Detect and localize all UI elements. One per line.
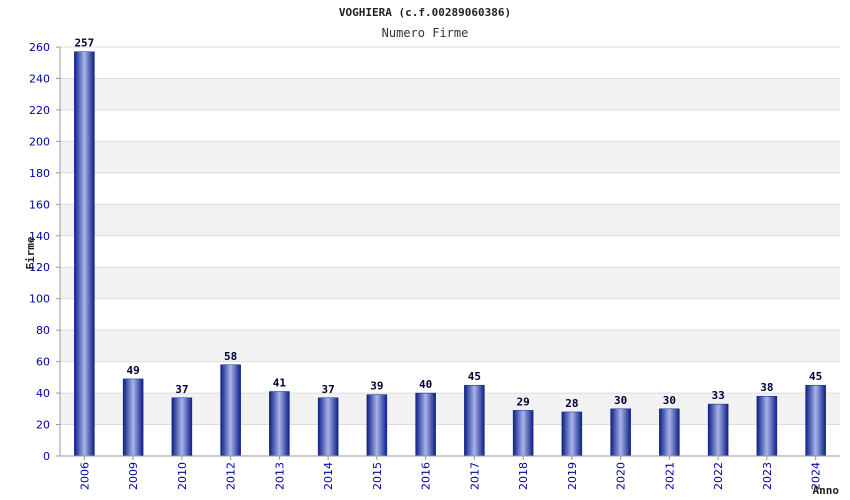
value-label-2023: 38: [760, 381, 773, 394]
value-label-2015: 39: [370, 380, 383, 393]
gridlines: [60, 46, 840, 457]
value-label-2014: 37: [322, 383, 335, 396]
y-tick-label: 80: [36, 324, 50, 337]
y-tick-label: 60: [36, 356, 50, 369]
y-tick-label: 200: [29, 135, 50, 148]
x-tick-label-2016: 2016: [420, 462, 433, 490]
value-label-2012: 58: [224, 350, 237, 363]
y-tick-label: 40: [36, 387, 50, 400]
value-label-2013: 41: [273, 377, 287, 390]
bar-2009: [122, 378, 144, 457]
grid-band: [60, 141, 840, 173]
x-tick-label-2023: 2023: [761, 462, 774, 490]
x-tick-label-2015: 2015: [371, 462, 384, 490]
bar-2014: [317, 397, 339, 457]
x-tick-label-2012: 2012: [225, 462, 238, 490]
x-tick-label-2017: 2017: [468, 462, 481, 490]
y-tick-label: 0: [43, 450, 50, 463]
x-tick-label-2010: 2010: [176, 462, 189, 490]
bar-2015: [366, 394, 388, 457]
value-label-2017: 45: [468, 370, 481, 383]
y-axis-ticks: 0 20 40 60 80 100 120 140 160 180 200 220 240 260: [29, 41, 60, 463]
bar-2023: [756, 395, 778, 457]
x-tick-label-2013: 2013: [273, 462, 286, 490]
value-label-2019: 28: [565, 397, 578, 410]
background-bands: [60, 78, 840, 425]
x-axis-title: Anno: [813, 484, 840, 497]
y-tick-label: 240: [29, 72, 50, 85]
bar-2016: [415, 392, 436, 457]
bar-2022: [707, 403, 729, 457]
bar-2012: [220, 364, 241, 457]
x-tick-label-2018: 2018: [517, 462, 530, 490]
x-tick-label-2024: 2024: [810, 462, 823, 490]
bars: [74, 51, 826, 457]
x-tick-label-2009: 2009: [127, 462, 140, 490]
x-axis-ticks: 2006 2009 2010 2012 2013 2014 2015 2016 2017 2018…: [78, 456, 823, 490]
x-tick-label-2020: 2020: [615, 462, 628, 490]
x-tick-label-2019: 2019: [566, 462, 579, 490]
grid-band: [60, 267, 840, 299]
grid-band: [60, 204, 840, 236]
y-tick-label: 260: [29, 41, 50, 54]
grid-band: [60, 330, 840, 362]
y-tick-label: 140: [29, 230, 50, 243]
bar-2017: [464, 384, 485, 457]
bar-2019: [561, 411, 583, 457]
y-tick-label: 20: [36, 419, 50, 432]
bar-2021: [659, 408, 680, 457]
bar-2010: [171, 397, 193, 457]
grid-band: [60, 78, 840, 110]
y-tick-label: 160: [29, 198, 50, 211]
y-tick-label: 120: [29, 261, 50, 274]
bar-2020: [610, 408, 631, 457]
chart-title: VOGHIERA (c.f.00289060386): [339, 6, 511, 19]
value-label-2006: 257: [74, 37, 94, 50]
value-label-2024: 45: [809, 370, 822, 383]
y-tick-label: 180: [29, 167, 50, 180]
chart-subtitle: Numero Firme: [382, 26, 469, 40]
value-label-2020: 30: [614, 394, 627, 407]
bar-2006: [74, 51, 95, 457]
x-tick-label-2021: 2021: [663, 462, 676, 490]
value-label-2010: 37: [175, 383, 188, 396]
y-tick-label: 100: [29, 293, 50, 306]
value-label-2022: 33: [712, 389, 725, 402]
x-tick-label-2006: 2006: [78, 462, 91, 490]
value-label-2016: 40: [419, 378, 432, 391]
value-label-2009: 49: [127, 364, 140, 377]
y-tick-label: 220: [29, 104, 50, 117]
bar-2013: [269, 391, 290, 457]
value-label-2021: 30: [663, 394, 676, 407]
value-labels: 257 49 37 58 41 37 39 40 45 29 28 30 30 33 38 45: [74, 37, 822, 410]
x-tick-label-2022: 2022: [712, 462, 725, 490]
y-axis-title: Firme: [24, 236, 37, 269]
value-label-2018: 29: [517, 395, 530, 408]
bar-2024: [805, 384, 826, 457]
x-tick-label-2014: 2014: [322, 462, 335, 490]
bar-2018: [512, 410, 534, 457]
